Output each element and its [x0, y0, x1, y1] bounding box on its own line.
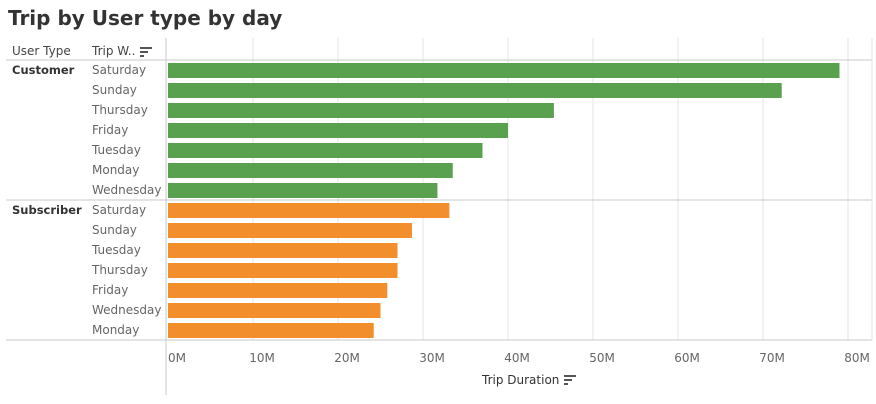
bar-subscriber-sunday[interactable]	[168, 223, 412, 238]
bar-customer-sunday[interactable]	[168, 83, 782, 98]
day-label: Monday	[92, 163, 140, 177]
axis-sort-icon[interactable]	[564, 375, 576, 385]
header-user-type[interactable]: User Type	[12, 44, 71, 58]
bar-customer-wednesday[interactable]	[168, 183, 438, 198]
x-tick-label: 20M	[334, 351, 360, 365]
x-tick-label: 60M	[674, 351, 700, 365]
bar-customer-friday[interactable]	[168, 123, 508, 138]
x-tick-label: 50M	[589, 351, 615, 365]
chart-title: Trip by User type by day	[8, 6, 283, 30]
bar-customer-monday[interactable]	[168, 163, 453, 178]
day-label: Tuesday	[92, 243, 141, 257]
day-label: Thursday	[92, 103, 148, 117]
day-label: Tuesday	[92, 143, 141, 157]
day-label: Thursday	[92, 263, 148, 277]
bar-subscriber-tuesday[interactable]	[168, 243, 398, 258]
x-tick-label: 30M	[419, 351, 445, 365]
group-label-subscriber: Subscriber	[12, 203, 82, 217]
x-axis-title: Trip Duration	[482, 373, 560, 387]
header-trip-weekday[interactable]: Trip W..	[92, 44, 136, 58]
sort-icon[interactable]	[140, 47, 152, 57]
group-label-customer: Customer	[12, 63, 75, 77]
day-label: Saturday	[92, 63, 147, 77]
bar-customer-tuesday[interactable]	[168, 143, 483, 158]
day-label: Sunday	[92, 83, 137, 97]
day-label: Saturday	[92, 203, 147, 217]
day-label: Friday	[92, 283, 129, 297]
bar-subscriber-monday[interactable]	[168, 323, 374, 338]
day-label: Friday	[92, 123, 129, 137]
bar-subscriber-saturday[interactable]	[168, 203, 450, 218]
day-label: Sunday	[92, 223, 137, 237]
x-tick-label: 80M	[844, 351, 870, 365]
day-label: Wednesday	[92, 183, 162, 197]
bar-customer-saturday[interactable]	[168, 63, 840, 78]
bar-subscriber-wednesday[interactable]	[168, 303, 381, 318]
bar-customer-thursday[interactable]	[168, 103, 554, 118]
x-tick-label: 0M	[168, 351, 186, 365]
bar-subscriber-friday[interactable]	[168, 283, 388, 298]
day-label: Wednesday	[92, 303, 162, 317]
day-label: Monday	[92, 323, 140, 337]
x-tick-label: 10M	[249, 351, 275, 365]
bar-subscriber-thursday[interactable]	[168, 263, 398, 278]
x-tick-label: 40M	[504, 351, 530, 365]
x-tick-label: 70M	[759, 351, 785, 365]
